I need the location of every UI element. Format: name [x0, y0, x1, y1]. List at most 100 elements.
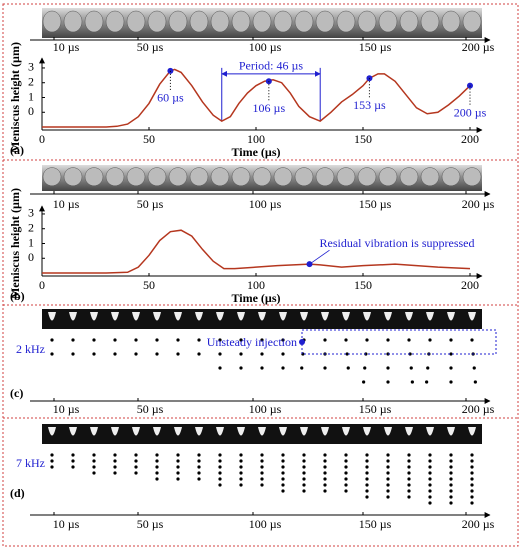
droplet	[428, 453, 432, 457]
droplet	[134, 352, 138, 356]
droplet	[365, 338, 369, 342]
droplet	[428, 459, 432, 463]
droplet	[50, 465, 54, 469]
droplet	[113, 338, 117, 342]
droplet	[470, 471, 474, 475]
nozzle-frame	[189, 167, 209, 187]
droplet	[345, 352, 349, 356]
droplet	[344, 477, 348, 481]
droplet	[323, 477, 327, 481]
droplet	[281, 338, 285, 342]
nozzle-frame	[189, 10, 209, 33]
droplet	[218, 471, 222, 475]
annotation-box	[301, 329, 497, 355]
panel-label: (d)	[10, 486, 25, 500]
droplet	[113, 453, 117, 457]
droplet-frame	[216, 312, 224, 321]
droplet	[176, 453, 180, 457]
droplet	[218, 459, 222, 463]
time-label: 200 µs	[462, 402, 495, 416]
droplet	[260, 352, 264, 356]
nozzle-frame	[336, 10, 356, 33]
droplet	[218, 366, 222, 370]
panel-label: (c)	[10, 386, 23, 400]
droplet	[386, 495, 390, 499]
droplet	[323, 453, 327, 457]
droplet-frame	[48, 427, 56, 436]
nozzle-frame	[357, 10, 377, 33]
nozzle-frame	[168, 10, 188, 33]
nozzle-frame	[126, 167, 146, 187]
x-tick-label: 100	[247, 278, 265, 292]
droplet	[134, 471, 138, 475]
time-label: 50 µs	[137, 197, 164, 211]
droplet	[470, 338, 474, 342]
droplet-frame	[447, 312, 455, 321]
droplet	[344, 338, 348, 342]
droplet	[365, 465, 369, 469]
droplet	[281, 366, 285, 370]
marker-label: 200 µs	[454, 105, 487, 119]
droplet	[281, 477, 285, 481]
droplet	[428, 471, 432, 475]
panel-label: (b)	[10, 289, 25, 303]
frequency-label: 7 kHz	[16, 456, 45, 470]
droplet-frame	[153, 427, 161, 436]
droplet-frame	[237, 427, 245, 436]
droplet-frame	[279, 312, 287, 321]
droplet-frame	[174, 312, 182, 321]
droplet-frame	[111, 312, 119, 321]
droplet	[155, 453, 159, 457]
droplet	[449, 366, 453, 370]
droplet-frame	[195, 312, 203, 321]
droplet	[218, 465, 222, 469]
time-label: 150 µs	[359, 517, 392, 531]
marker-label: Residual vibration is suppressed	[320, 236, 475, 250]
droplet	[323, 465, 327, 469]
droplet-frame	[132, 312, 140, 321]
x-tick-label: 0	[39, 278, 45, 292]
droplet	[365, 459, 369, 463]
droplet	[428, 495, 432, 499]
marker-label: 106 µs	[253, 101, 286, 115]
time-label: 150 µs	[359, 402, 392, 416]
droplet	[428, 465, 432, 469]
nozzle-frame	[315, 10, 335, 33]
droplet	[218, 338, 222, 342]
y-tick-label: 1	[28, 89, 34, 103]
droplet	[218, 477, 222, 481]
droplet	[281, 483, 285, 487]
droplet	[386, 380, 390, 384]
droplet	[407, 483, 411, 487]
time-label: 200 µs	[462, 517, 495, 531]
droplet	[428, 501, 432, 505]
droplet	[470, 483, 474, 487]
droplet	[362, 380, 366, 384]
droplet	[365, 495, 369, 499]
time-label: 150 µs	[359, 40, 392, 54]
time-label: 200 µs	[462, 40, 495, 54]
droplet-frame	[321, 312, 329, 321]
droplet	[323, 459, 327, 463]
y-tick-label: 0	[28, 250, 34, 264]
droplet	[134, 453, 138, 457]
droplet	[470, 459, 474, 463]
droplet	[197, 338, 201, 342]
nozzle-frame	[441, 10, 461, 33]
droplet	[197, 465, 201, 469]
droplet-frame	[342, 312, 350, 321]
droplet	[50, 338, 54, 342]
time-label: 200 µs	[462, 197, 495, 211]
droplet	[239, 459, 243, 463]
droplet	[470, 495, 474, 499]
panel-label: (a)	[10, 143, 24, 157]
droplet	[281, 459, 285, 463]
droplet	[176, 338, 180, 342]
droplet-frame	[384, 427, 392, 436]
droplet-frame	[195, 427, 203, 436]
droplet	[302, 489, 306, 493]
curve	[42, 229, 471, 274]
droplet	[428, 489, 432, 493]
droplet	[407, 495, 411, 499]
nozzle-frame	[420, 167, 440, 187]
